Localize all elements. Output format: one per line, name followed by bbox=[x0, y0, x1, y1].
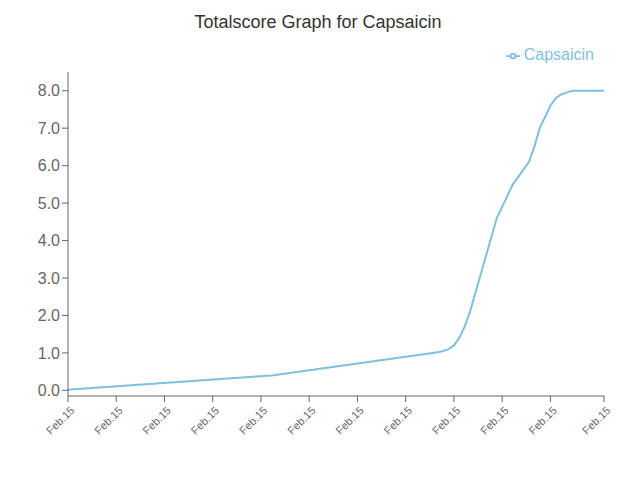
svg-text:Feb.15: Feb.15 bbox=[189, 404, 222, 437]
svg-text:Feb.15: Feb.15 bbox=[526, 404, 559, 437]
svg-text:2.0: 2.0 bbox=[38, 307, 60, 324]
svg-text:Feb.15: Feb.15 bbox=[580, 404, 613, 437]
html-text:Totalscore Graph for Capsaicin: Totalscore Graph for Capsaicin bbox=[194, 12, 442, 32]
svg-text:8.0: 8.0 bbox=[38, 82, 60, 99]
html-text:Capsaicin: Capsaicin bbox=[523, 46, 594, 63]
svg-text:Feb.15: Feb.15 bbox=[430, 404, 463, 437]
svg-text:0.0: 0.0 bbox=[38, 382, 60, 399]
svg-text:Feb.15: Feb.15 bbox=[285, 404, 318, 437]
svg-text:Feb.15: Feb.15 bbox=[478, 404, 511, 437]
svg-text:7.0: 7.0 bbox=[38, 120, 60, 137]
svg-text:Feb.15: Feb.15 bbox=[381, 404, 414, 437]
svg-text:Feb.15: Feb.15 bbox=[92, 404, 125, 437]
svg-text:3.0: 3.0 bbox=[38, 270, 60, 287]
svg-text:Feb.15: Feb.15 bbox=[333, 404, 366, 437]
svg-text:Feb.15: Feb.15 bbox=[237, 404, 270, 437]
svg-text:4.0: 4.0 bbox=[38, 232, 60, 249]
svg-text:5.0: 5.0 bbox=[38, 195, 60, 212]
svg-text:Feb.15: Feb.15 bbox=[140, 404, 173, 437]
svg-text:1.0: 1.0 bbox=[38, 345, 60, 362]
svg-text:Feb.15: Feb.15 bbox=[44, 404, 77, 437]
svg-text:6.0: 6.0 bbox=[38, 157, 60, 174]
